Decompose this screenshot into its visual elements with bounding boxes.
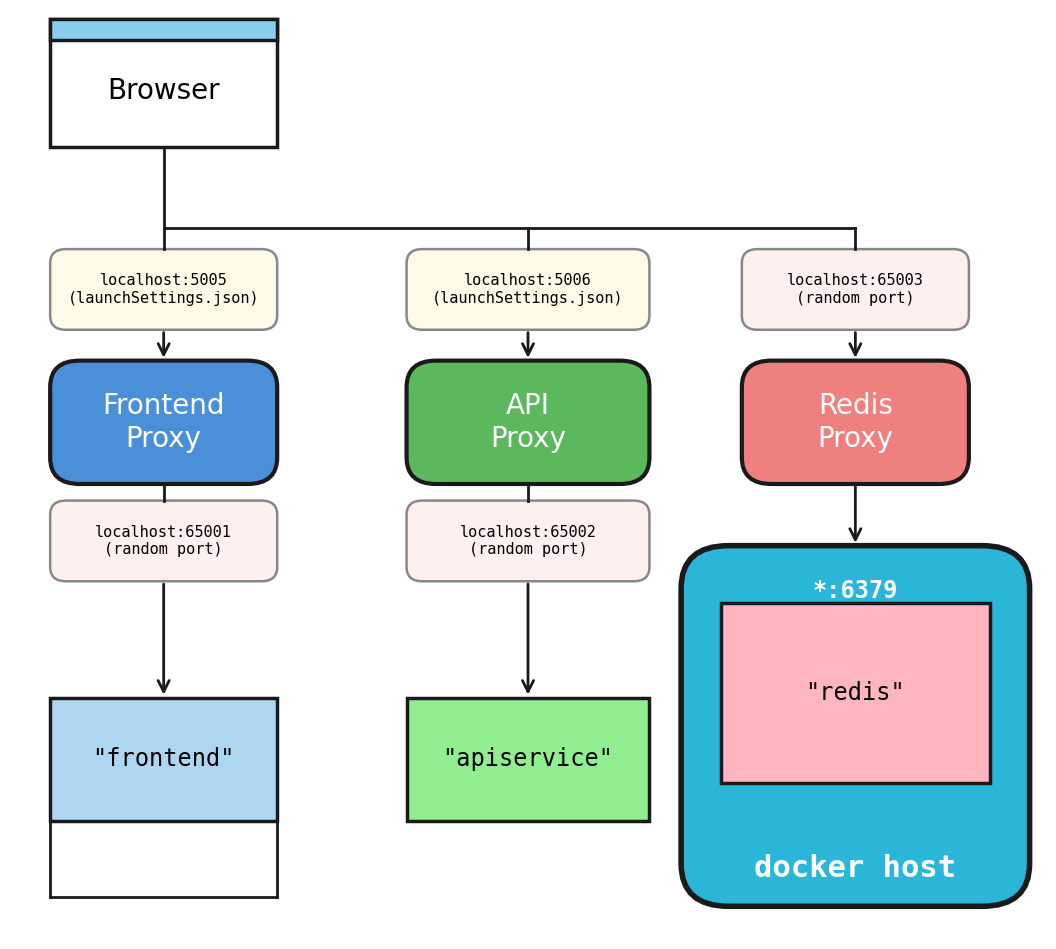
Text: "frontend": "frontend" <box>93 747 234 772</box>
FancyBboxPatch shape <box>407 698 649 821</box>
FancyBboxPatch shape <box>681 546 1030 906</box>
FancyBboxPatch shape <box>741 361 969 484</box>
FancyBboxPatch shape <box>51 698 277 821</box>
Text: localhost:5005
(launchSettings.json): localhost:5005 (launchSettings.json) <box>68 273 260 306</box>
Text: Frontend
Proxy: Frontend Proxy <box>102 392 225 453</box>
FancyBboxPatch shape <box>51 250 277 330</box>
Text: Browser: Browser <box>108 77 220 104</box>
Text: localhost:5006
(launchSettings.json): localhost:5006 (launchSettings.json) <box>432 273 624 306</box>
Text: "redis": "redis" <box>806 680 905 705</box>
FancyBboxPatch shape <box>51 19 277 147</box>
FancyBboxPatch shape <box>407 501 649 581</box>
Text: Redis
Proxy: Redis Proxy <box>817 392 893 453</box>
FancyBboxPatch shape <box>407 361 649 484</box>
FancyBboxPatch shape <box>407 250 649 330</box>
Text: docker host: docker host <box>754 854 957 883</box>
Text: API
Proxy: API Proxy <box>490 392 566 453</box>
Text: localhost:65002
(random port): localhost:65002 (random port) <box>459 525 597 557</box>
FancyBboxPatch shape <box>51 361 277 484</box>
FancyBboxPatch shape <box>721 603 991 783</box>
FancyBboxPatch shape <box>51 501 277 581</box>
FancyBboxPatch shape <box>741 250 969 330</box>
Text: localhost:65001
(random port): localhost:65001 (random port) <box>95 525 232 557</box>
Text: *:6379: *:6379 <box>813 579 898 604</box>
Text: "apiservice": "apiservice" <box>442 747 614 772</box>
FancyBboxPatch shape <box>51 19 277 40</box>
Text: localhost:65003
(random port): localhost:65003 (random port) <box>787 273 924 306</box>
